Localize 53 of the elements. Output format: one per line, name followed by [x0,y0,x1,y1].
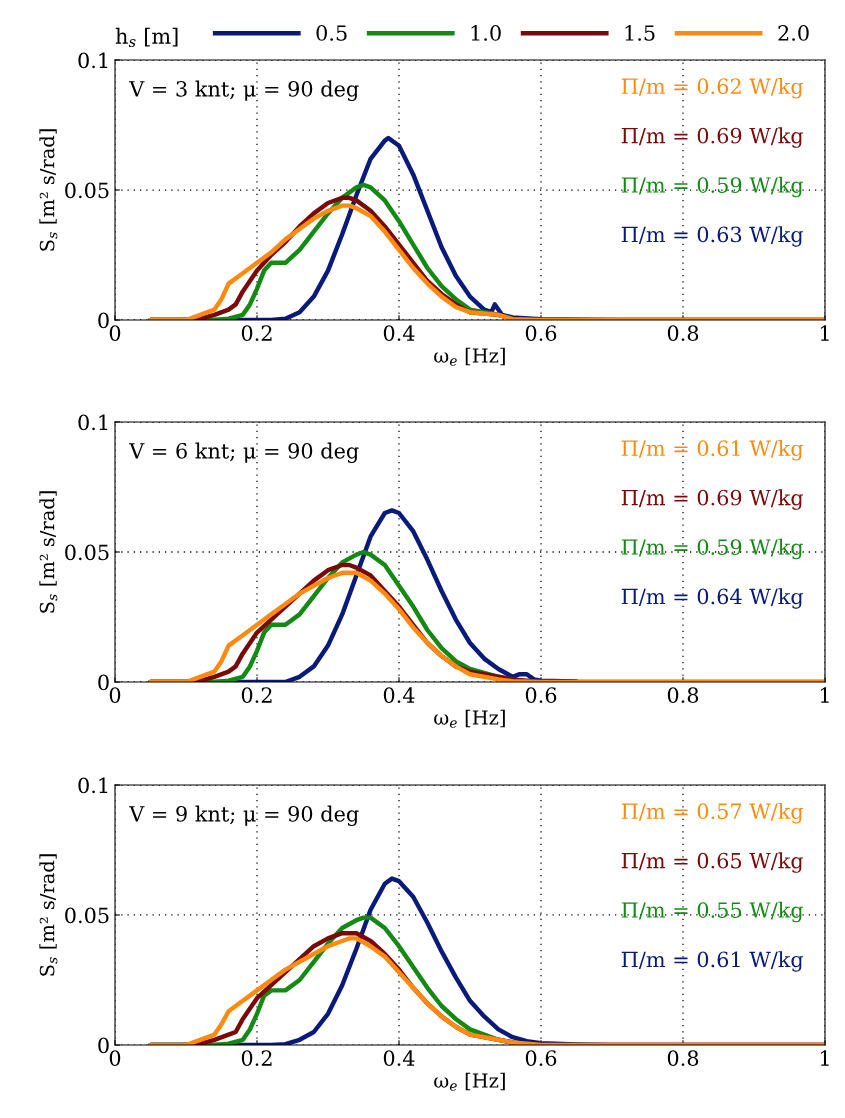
y-tick-label: 0.1 [78,414,108,431]
y-axis-title: S$_{s}$ [m² s/rad] [39,129,58,251]
annotation: V = 6 knt; μ = 90 deg [128,442,359,464]
annotation: V = 3 knt; μ = 90 deg [128,80,359,102]
annotation: Π/m = 0.57 W/kg [621,802,804,824]
annotation: Π/m = 0.61 W/kg [621,439,804,461]
annotation: Π/m = 0.65 W/kg [621,852,804,873]
annotation: Π/m = 0.69 W/kg [621,127,804,148]
x-tick-label: 0.8 [667,1050,699,1066]
legend-label: 2.0 [778,25,809,41]
legend-label: 1.5 [625,25,655,41]
y-axis-title: S$_{s}$ [m² s/rad] [39,854,58,976]
x-tick-label: 0 [109,325,121,341]
x-tick-label: 0.6 [525,325,557,341]
annotation: V = 9 knt; μ = 90 deg [128,805,359,827]
annotation: Π/m = 0.55 W/kg [621,901,804,923]
x-tick-label: 0.4 [383,1050,415,1066]
x-tick-label: 0 [109,1050,121,1066]
y-tick-label: 0 [98,312,109,329]
x-tick-label: 0.2 [241,1050,272,1066]
x-tick-label: 0 [109,687,121,703]
y-axis-title: S$_{s}$ [m² s/rad] [39,491,58,613]
x-tick-label: 0.8 [667,325,699,341]
y-tick-label: 0 [98,674,109,691]
x-tick-label: 0.4 [383,325,415,341]
x-tick-label: 0.8 [667,687,699,703]
annotation: Π/m = 0.59 W/kg [621,176,804,198]
x-axis-title: ω$_{e}$ [Hz] [434,1072,505,1091]
legend-label: 0.5 [316,25,347,41]
x-tick-label: 0.6 [525,1050,557,1066]
x-tick-label: 1 [820,687,829,703]
y-tick-label: 0.1 [78,52,108,69]
y-tick-label: 0.05 [65,544,109,561]
annotation: Π/m = 0.64 W/kg [621,588,804,609]
annotation: Π/m = 0.61 W/kg [621,951,804,972]
annotation: Π/m = 0.69 W/kg [621,489,804,510]
annotation: Π/m = 0.59 W/kg [621,538,804,560]
legend-title: h$_{s}$ [m] [115,27,178,48]
x-tick-label: 0.4 [383,687,415,703]
y-tick-label: 0.1 [78,777,108,794]
x-tick-label: 1 [820,325,829,341]
annotation: Π/m = 0.62 W/kg [621,77,804,99]
x-axis-title: ω$_{e}$ [Hz] [434,347,505,366]
x-tick-label: 0.2 [241,687,272,703]
x-axis-title: ω$_{e}$ [Hz] [434,709,505,728]
y-tick-label: 0.05 [65,182,109,199]
x-tick-label: 1 [820,1050,829,1066]
x-tick-label: 0.6 [525,687,557,703]
annotation: Π/m = 0.63 W/kg [621,226,804,247]
legend-label: 1.0 [471,25,501,41]
y-tick-label: 0.05 [65,907,109,924]
y-tick-label: 0 [98,1037,109,1054]
x-tick-label: 0.2 [241,325,272,341]
